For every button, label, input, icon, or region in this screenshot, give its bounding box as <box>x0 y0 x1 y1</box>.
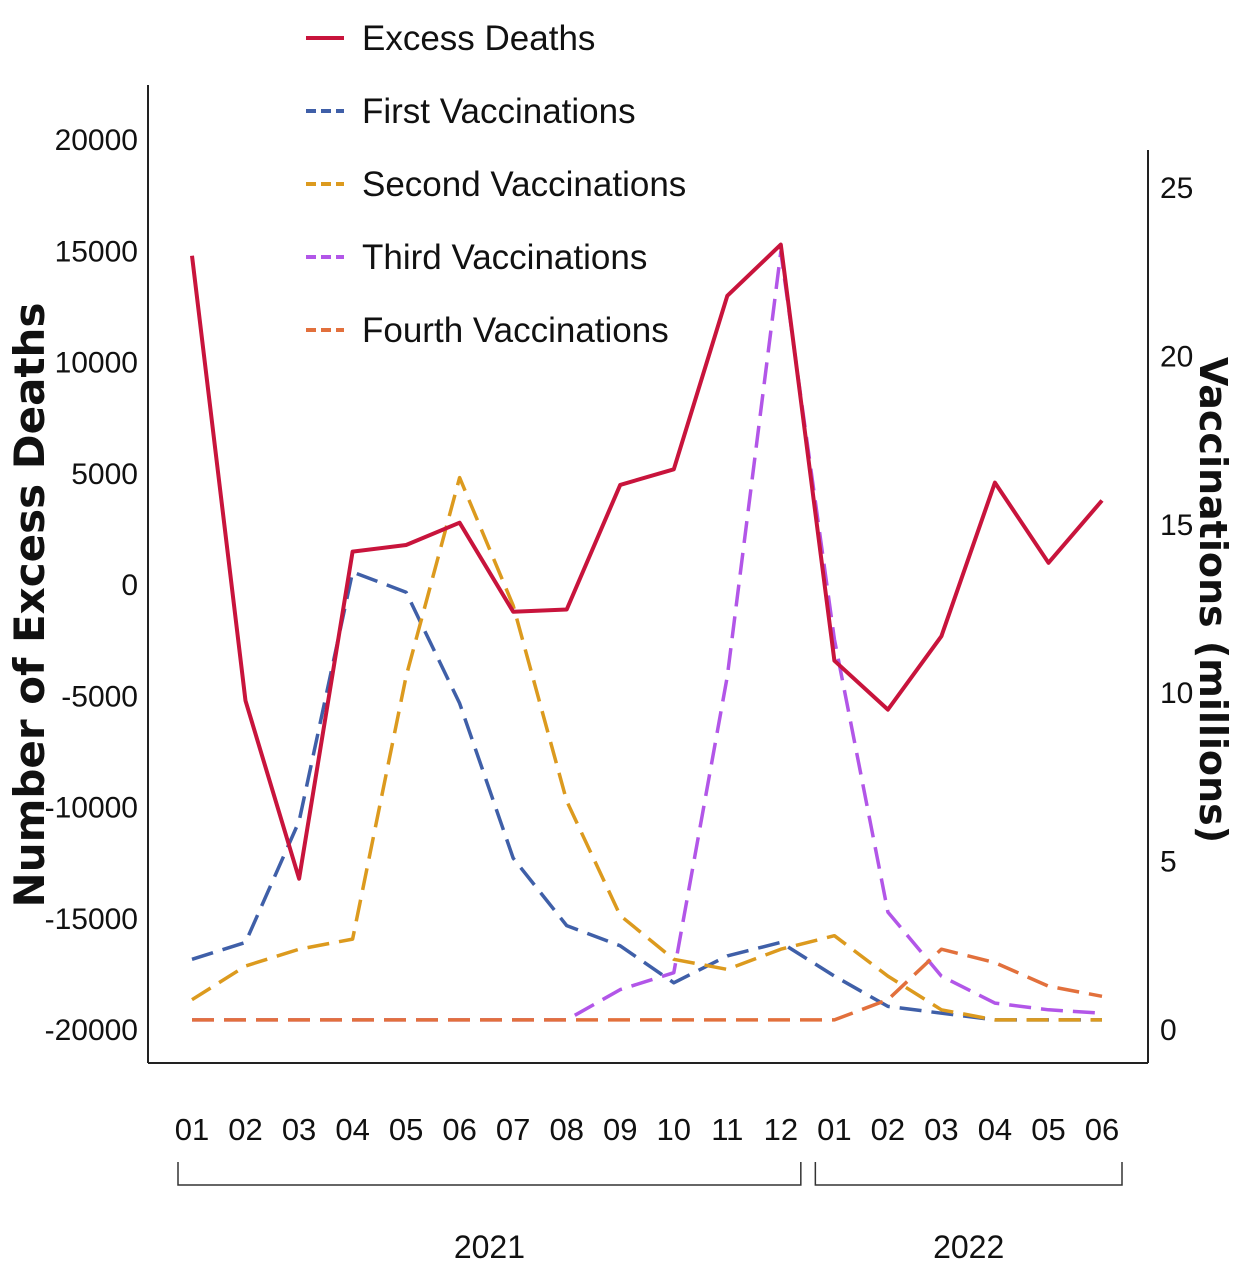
year-bracket <box>177 1162 802 1186</box>
x-tick-label: 03 <box>282 1112 316 1147</box>
y-left-tick-label: -20000 <box>45 1014 138 1047</box>
y-right-tick-label: 5 <box>1160 846 1177 879</box>
legend-label: Third Vaccinations <box>362 238 647 277</box>
y-axis-right-label: Vaccinations (millions) <box>1191 357 1233 843</box>
y-left-tick-label: 20000 <box>55 124 138 157</box>
x-tick-label: 10 <box>657 1112 691 1147</box>
year-label: 2021 <box>454 1229 525 1262</box>
y-left-tick-label: -10000 <box>45 792 138 825</box>
legend-label: Fourth Vaccinations <box>362 311 669 350</box>
y-left-tick-label: 0 <box>121 569 138 602</box>
x-tick-label: 01 <box>175 1112 209 1147</box>
x-tick-label: 06 <box>1085 1112 1119 1147</box>
legend-label: First Vaccinations <box>362 92 636 131</box>
y-left-tick-label: -5000 <box>61 680 138 713</box>
series-line-third-vaccinations <box>192 250 1103 1022</box>
x-tick-label: 09 <box>603 1112 637 1147</box>
series-line-first-vaccinations <box>191 570 1102 1022</box>
year-label: 2022 <box>933 1229 1004 1262</box>
year-bracket <box>814 1162 1123 1186</box>
legend-label: Excess Deaths <box>362 19 595 58</box>
right-y-tick-labels: 25 20 15 10 5 0 <box>1160 172 1193 1047</box>
x-tick-label: 05 <box>1031 1112 1065 1147</box>
x-tick-label: 08 <box>549 1112 583 1147</box>
x-tick-label: 07 <box>496 1112 530 1147</box>
x-tick-label: 04 <box>978 1112 1012 1147</box>
y-left-tick-label: 10000 <box>55 347 138 380</box>
left-y-tick-labels: 20000 15000 10000 5000 0 -5000 -10000 -15000 -20… <box>45 124 138 1047</box>
axes <box>147 85 1149 1064</box>
x-tick-label: 05 <box>389 1112 423 1147</box>
y-axis-left-label: Number of Excess Deaths <box>5 303 54 908</box>
x-tick-label: 11 <box>711 1112 743 1147</box>
year-brackets: 2021 2022 <box>177 1162 1123 1262</box>
series-lines <box>190 242 1104 1022</box>
x-tick-label: 02 <box>228 1112 262 1147</box>
y-right-tick-label: 20 <box>1160 340 1193 373</box>
y-right-tick-label: 25 <box>1160 172 1193 205</box>
x-tick-label: 06 <box>442 1112 476 1147</box>
x-tick-label: 01 <box>817 1112 851 1147</box>
y-right-tick-label: 10 <box>1160 677 1193 710</box>
y-left-tick-label: -15000 <box>45 903 138 936</box>
legend-label: Second Vaccinations <box>362 165 686 204</box>
x-tick-label: 04 <box>335 1112 369 1147</box>
x-tick-label: 02 <box>871 1112 905 1147</box>
series-line-excess-deaths <box>190 242 1104 881</box>
series-line-second-vaccinations <box>191 475 1102 1022</box>
y-left-tick-label: 5000 <box>71 458 138 491</box>
legend: Excess Deaths First Vaccinations Second Va… <box>306 19 686 350</box>
series-line-fourth-vaccinations <box>192 947 1103 1022</box>
x-tick-label: 03 <box>924 1112 958 1147</box>
x-tick-label: 12 <box>764 1112 798 1147</box>
y-right-tick-label: 15 <box>1160 509 1193 542</box>
y-right-tick-label: 0 <box>1160 1014 1177 1047</box>
y-left-tick-label: 15000 <box>55 235 138 268</box>
x-tick-labels: 01 02 03 04 05 06 07 08 09 10 11 12 01 02 03 04 05 06 <box>175 1112 1119 1147</box>
